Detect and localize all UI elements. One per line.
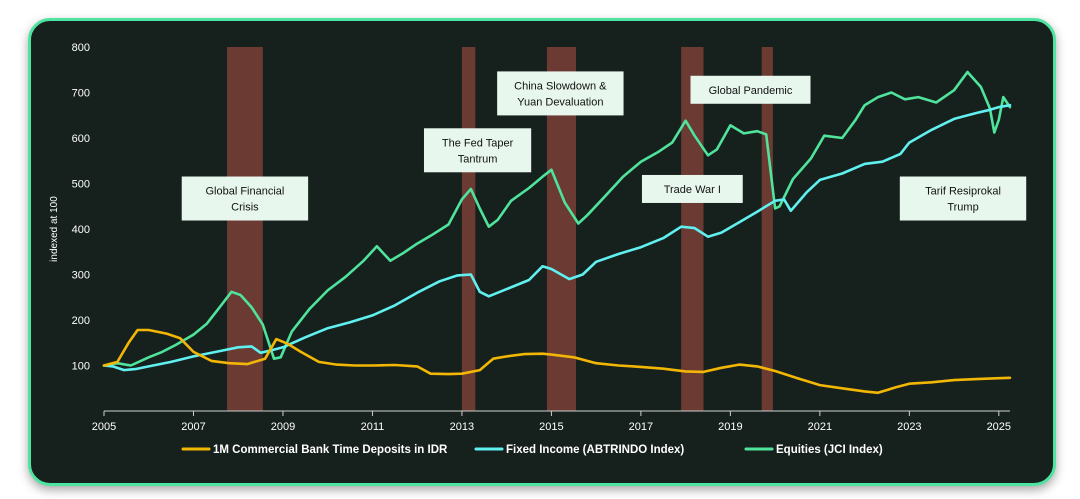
annotation-text: Tarif Resiprokal (925, 186, 1001, 198)
legend-item-equities: Equities (JCI Index) (744, 444, 883, 456)
chart-card: 100 200 300 400 500 600 700 800 2005 2007 2009 201… (28, 18, 1056, 486)
annotation-text: The Fed Taper (442, 137, 514, 149)
annotation-text: Global Pandemic (709, 85, 793, 97)
annotation-text: Trade War I (664, 184, 721, 196)
x-tick-label: 2009 (271, 421, 295, 433)
y-tick-label: 400 (72, 224, 90, 236)
shaded-period-2 (461, 47, 476, 411)
annotation-text: China Slowdown & (514, 80, 607, 92)
x-tick-labels: 2005 2007 2009 2011 2013 2015 2017 2019 2021 2023… (92, 411, 1011, 433)
y-tick-label: 100 (72, 361, 90, 373)
annotation-text: Yuan Devaluation (517, 96, 603, 108)
legend-label: Equities (JCI Index) (776, 444, 883, 456)
series-lines (102, 70, 1012, 395)
annotation-bg (181, 176, 309, 221)
annotation-bg (423, 128, 532, 173)
series-line-fixed_income (102, 103, 1012, 372)
x-tick-label: 2007 (181, 421, 205, 433)
series-line-deposits (102, 328, 1012, 395)
series-line-equities (102, 70, 1012, 367)
chart-svg: 100 200 300 400 500 600 700 800 2005 2007 2009 201… (49, 42, 1027, 456)
annotation-bg (641, 174, 743, 203)
y-tick-label: 500 (72, 179, 90, 191)
legend-label: 1M Commercial Bank Time Deposits in IDR (213, 444, 448, 456)
annotation-text: Global Financial (205, 186, 284, 198)
annotation-bg (690, 75, 811, 104)
annotation-text: Crisis (231, 202, 259, 214)
y-tick-label: 600 (72, 133, 90, 145)
shaded-period-1 (227, 47, 263, 411)
y-tick-label: 200 (72, 315, 90, 327)
legend-label: Fixed Income (ABTRINDO Index) (506, 444, 684, 456)
x-tick-label: 2025 (987, 421, 1011, 433)
annotation-box-5: Global Pandemic (690, 75, 811, 104)
annotation-bg (899, 176, 1027, 221)
annotation-text: Trump (947, 202, 978, 214)
x-tick-label: 2013 (450, 421, 474, 433)
y-tick-label: 800 (72, 42, 90, 54)
y-tick-label: 700 (72, 88, 90, 100)
legend-item-fixed_income: Fixed Income (ABTRINDO Index) (474, 444, 684, 456)
x-tick-label: 2015 (539, 421, 563, 433)
x-tick-label: 2021 (808, 421, 832, 433)
shaded-period-5 (761, 47, 773, 411)
annotation-box-6: Tarif Resiprokal Trump (899, 176, 1027, 221)
annotation-box-3: China Slowdown & Yuan Devaluation (497, 71, 624, 116)
annotation-box-4: Trade War I (641, 174, 743, 203)
annotation-box-1: Global Financial Crisis (181, 176, 309, 221)
legend-item-deposits: 1M Commercial Bank Time Deposits in IDR (181, 444, 448, 456)
y-axis-label: indexed at 100 (49, 196, 60, 262)
x-tick-label: 2017 (629, 421, 653, 433)
y-tick-label: 300 (72, 270, 90, 282)
x-tick-label: 2019 (718, 421, 742, 433)
y-tick-labels: 100 200 300 400 500 600 700 800 (72, 42, 90, 373)
crisis-shading (227, 47, 773, 411)
legend: 1M Commercial Bank Time Deposits in IDR F… (181, 444, 883, 456)
x-tick-label: 2005 (92, 421, 116, 433)
annotation-bg (497, 71, 624, 116)
x-tick-label: 2023 (897, 421, 921, 433)
annotation-box-2: The Fed Taper Tantrum (423, 128, 532, 173)
annotation-text: Tantrum (458, 153, 498, 165)
annotations: Global Financial Crisis The Fed Taper Tantr… (181, 71, 1027, 221)
x-tick-label: 2011 (361, 421, 385, 433)
